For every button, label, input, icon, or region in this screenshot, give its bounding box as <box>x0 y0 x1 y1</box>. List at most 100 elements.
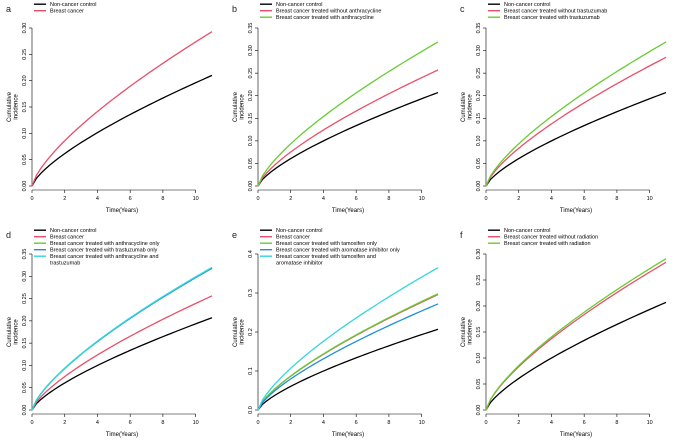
series-line <box>485 258 667 411</box>
series-line <box>31 31 213 187</box>
series-line <box>257 41 439 187</box>
legend-label: Non-cancer control <box>276 2 322 8</box>
y-tick-label: 0.0 <box>248 406 254 414</box>
series-line <box>257 328 439 411</box>
y-tick-label: 0.4 <box>248 250 254 258</box>
y-tick-label: 0.15 <box>22 102 28 113</box>
x-tick-label: 6 <box>355 196 358 202</box>
y-tick-label: 0.10 <box>22 128 28 139</box>
x-tick-label: 2 <box>289 420 292 426</box>
y-tick-label: 0.20 <box>22 75 28 86</box>
legend-label-line: Non-cancer control <box>50 228 96 234</box>
x-tick-label: 8 <box>387 196 390 202</box>
y-axis-label-line: Cumulative <box>461 316 467 347</box>
y-tick-label: 0.25 <box>22 49 28 60</box>
panel-label: e <box>232 230 237 240</box>
legend-label: Breast cancer <box>276 235 310 241</box>
series-line <box>485 56 667 187</box>
series-line <box>257 303 439 411</box>
legend-label: Breast cancer treated with anthracycline… <box>50 241 160 247</box>
y-tick-label: 0.30 <box>248 45 254 56</box>
y-tick-label: 0.25 <box>476 275 482 286</box>
x-tick-label: 2 <box>63 420 66 426</box>
x-tick-label: 6 <box>583 420 586 426</box>
y-tick-label: 0.30 <box>476 45 482 56</box>
legend-label: Breast cancer treated with radiation <box>504 241 591 247</box>
y-axis-label-line: incidence <box>14 94 20 120</box>
legend-label-line: Breast cancer treated with trastuzumab o… <box>50 248 158 254</box>
y-tick-label: 0.20 <box>476 90 482 101</box>
series-line <box>485 301 667 411</box>
series-line <box>257 293 439 411</box>
panel-c: c 0.00 0.05 0.10 0.15 0.20 0.25 0.30 0.35 Cumulat… <box>460 2 667 214</box>
legend-label: Breast cancer treated with anthracycline <box>276 15 374 21</box>
panel-label: b <box>232 4 237 14</box>
legend-label-line: Breast cancer <box>50 235 84 241</box>
y-tick-label: 0.10 <box>22 360 28 371</box>
x-tick-label: 4 <box>322 420 325 426</box>
x-tick-label: 4 <box>322 196 325 202</box>
y-tick-label: 0.35 <box>476 23 482 34</box>
panel-a: a 0.00 0.05 0.10 0.15 0.20 0.25 0.30 Cumulativei… <box>6 2 213 214</box>
y-tick-label: 0.00 <box>248 181 254 192</box>
x-tick-label: 6 <box>129 196 132 202</box>
y-tick-label: 0.20 <box>248 90 254 101</box>
y-tick-label: 0.30 <box>476 249 482 260</box>
legend-label: Breast cancer treated with tamoxifen onl… <box>276 241 377 247</box>
panel-e: e 0.0 0.1 0.2 0.3 0.4 Cumulativeincidence 0 2 4 6 8… <box>232 228 439 438</box>
y-axis-label-line: Cumulative <box>233 316 239 347</box>
x-tick-label: 6 <box>583 196 586 202</box>
y-axis-label: Cumulativeincidence <box>233 91 246 122</box>
x-tick-label: 0 <box>256 420 259 426</box>
y-tick-label: 0.1 <box>248 367 254 375</box>
panel-label: c <box>460 4 465 14</box>
series-line <box>257 267 439 411</box>
legend-label: Breast cancer <box>50 235 84 241</box>
panel-d: d 0.00 0.05 0.10 0.15 0.20 0.25 0.30 0.35 Cumulat… <box>6 228 213 438</box>
x-tick-label: 2 <box>517 420 520 426</box>
x-axis-label: Time(Years) <box>106 208 138 214</box>
series-line <box>485 41 667 187</box>
series-line <box>31 267 213 411</box>
y-axis-label: Cumulativeincidence <box>461 91 474 122</box>
legend-label-line: Breast cancer treated without trastuzuma… <box>504 9 607 15</box>
y-tick-label: 0.10 <box>476 135 482 146</box>
legend-label: Breast cancer <box>50 9 84 15</box>
x-axis-label: Time(Years) <box>560 208 592 214</box>
legend-label-line: Non-cancer control <box>276 2 322 8</box>
series-line <box>31 267 213 411</box>
legend-label: Breast cancer treated without trastuzuma… <box>504 9 607 15</box>
x-tick-label: 10 <box>419 196 425 202</box>
y-tick-label: 0.25 <box>22 293 28 304</box>
x-tick-label: 0 <box>30 196 33 202</box>
x-axis-label: Time(Years) <box>332 432 364 438</box>
y-axis-label: Cumulativeincidence <box>461 316 474 347</box>
x-axis-label: Time(Years) <box>106 432 138 438</box>
y-tick-label: 0.25 <box>248 68 254 79</box>
y-tick-label: 0.15 <box>476 113 482 124</box>
x-tick-label: 10 <box>419 420 425 426</box>
x-tick-label: 4 <box>550 196 553 202</box>
x-tick-label: 2 <box>517 196 520 202</box>
y-axis-label: Cumulativeincidence <box>7 91 20 122</box>
legend-label-line: Breast cancer treated without radiation <box>504 235 598 241</box>
y-tick-label: 0.00 <box>476 405 482 416</box>
x-tick-label: 8 <box>615 420 618 426</box>
series-line <box>257 91 439 187</box>
x-tick-label: 8 <box>615 196 618 202</box>
x-axis-label: Time(Years) <box>332 208 364 214</box>
x-tick-label: 2 <box>63 196 66 202</box>
y-axis-label-line: incidence <box>468 94 474 120</box>
legend-label-line: Breast cancer treated with anthracycline… <box>50 241 160 247</box>
y-tick-label: 0.20 <box>476 301 482 312</box>
legend-label-line: Breast cancer <box>50 9 84 15</box>
legend-label-line: Breast cancer treated with radiation <box>504 241 591 247</box>
legend-label-line: Non-cancer control <box>504 2 550 8</box>
y-axis-label-line: Cumulative <box>233 91 239 122</box>
legend-label: Breast cancer treated without radiation <box>504 235 598 241</box>
series-line <box>31 317 213 411</box>
panel-f: f 0.00 0.05 0.10 0.15 0.20 0.25 0.30 Cumulativei… <box>460 228 667 438</box>
legend-label: Breast cancer treated without anthracycl… <box>276 9 381 15</box>
legend-label: Non-cancer control <box>50 2 96 8</box>
legend-label: Non-cancer control <box>276 228 322 234</box>
